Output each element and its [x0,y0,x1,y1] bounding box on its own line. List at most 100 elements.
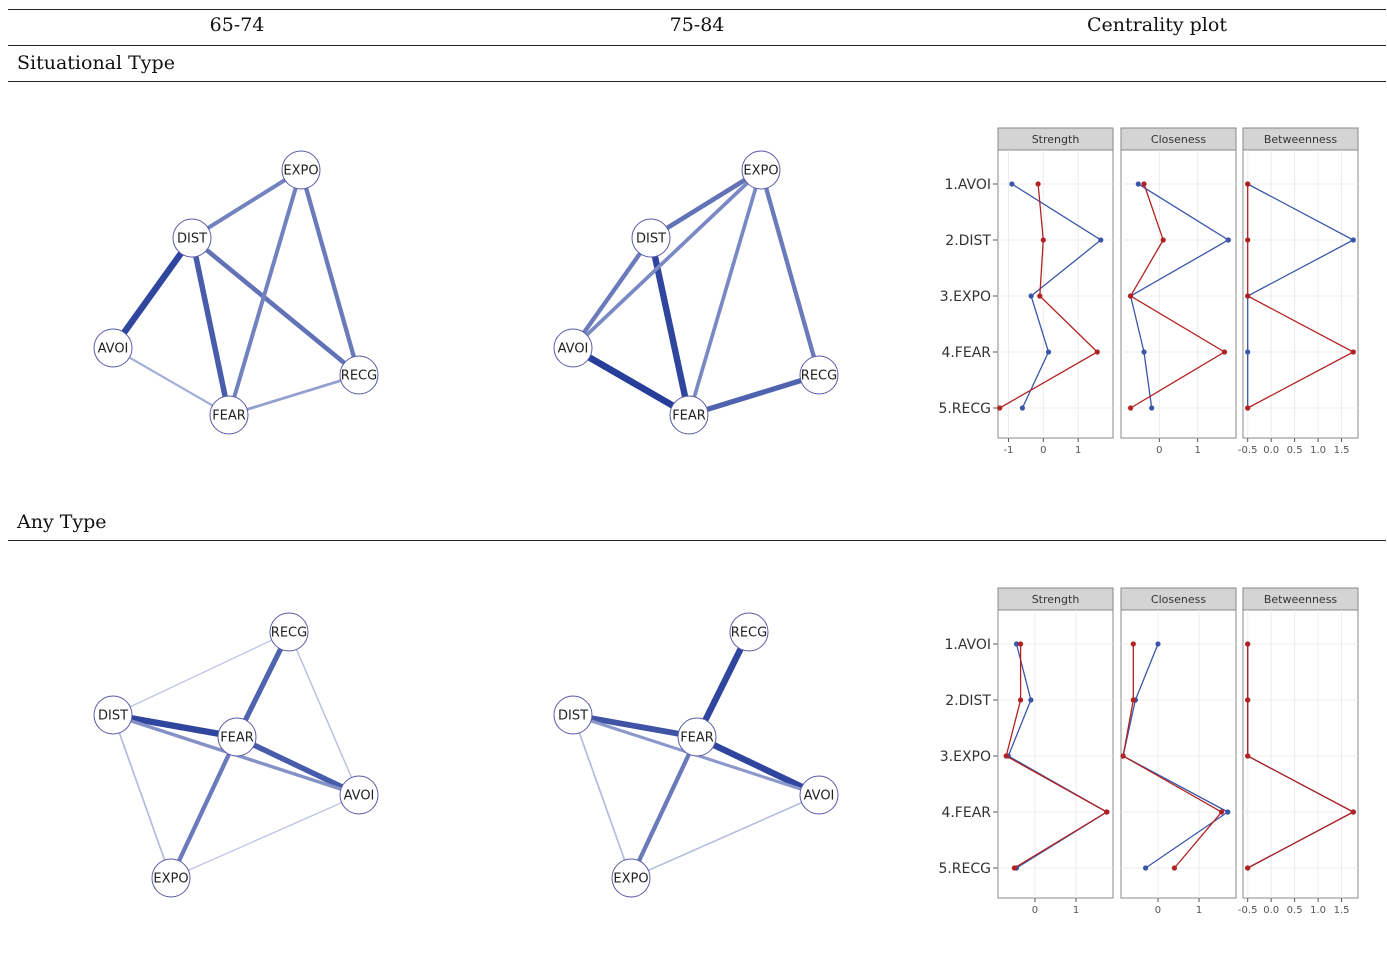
node-expo [281,150,321,190]
series-point-2-betweenness [1350,349,1356,355]
table-top-rule [8,9,1386,10]
x-tick-label-betweenness: 0.0 [1263,905,1279,916]
series-point-2-strength [1011,865,1017,871]
panel-closeness [1120,609,1237,899]
node-label-fear: FEAR [212,409,246,424]
panel-betweenness [1242,609,1359,899]
edge-fear-expo [169,736,239,879]
series-point-1-betweenness [1245,349,1251,355]
series-point-2-closeness [1160,237,1166,243]
series-point-2-strength [1040,237,1046,243]
edge-dist-expo [572,714,632,879]
edge-dist-expo [190,168,303,240]
edge-expo-avoi [170,794,360,879]
node-label-fear: FEAR [220,731,254,746]
node-label-dist: DIST [558,709,588,724]
series-point-1-strength [1028,697,1034,703]
centrality-item-label-1: 1.AVOI [944,177,991,193]
edge-expo-fear [687,169,763,416]
x-tick-label-strength: 1 [1075,445,1081,456]
edge-fear-recg [228,373,360,417]
node-label-dist: DIST [177,232,207,247]
column-header-65-74: 65-74 [209,14,265,36]
series-point-2-closeness [1141,181,1147,187]
series-point-1-strength [1013,641,1020,647]
series-point-1-betweenness [1350,237,1356,243]
series-point-2-betweenness [1245,181,1251,187]
panel-strip-betweenness [1242,587,1359,611]
node-dist [631,218,671,258]
node-label-avoi: AVOI [98,342,129,357]
series-point-1-strength [1098,237,1104,243]
edge-fear-avoi [695,734,821,798]
series-point-1-strength [1045,349,1052,355]
panel-strength [997,149,1114,439]
centrality-item-label-2: 2.DIST [945,233,991,249]
x-tick-label-betweenness: 0.5 [1287,445,1303,456]
edge-avoi-expo [571,168,763,350]
edge-fear-expo [629,736,699,879]
x-tick-label-strength: 0 [1032,905,1038,916]
node-label-expo: EXPO [153,872,188,887]
series-point-2-strength [997,405,1003,411]
node-label-avoi: AVOI [804,789,835,804]
node-label-expo: EXPO [743,164,778,179]
node-fear [669,395,709,435]
centrality-plot-any-type: 1.AVOI 2.DIST 3.EXPO 4.FEAR 5.RECG Strength 0 1… [938,587,1359,916]
column-header-75-84: 75-84 [669,14,725,36]
edge-dist-fear [647,237,693,416]
x-tick-label-closeness: 0 [1156,445,1162,456]
series-point-1-closeness [1149,405,1155,411]
panel-betweenness [1242,149,1359,439]
node-label-expo: EXPO [613,872,648,887]
series-point-2-strength [1037,293,1043,299]
x-tick-label-strength: 0 [1040,445,1046,456]
panel-strength [997,609,1114,899]
x-tick-label-strength: -1 [1003,445,1013,456]
series-point-2-closeness [1120,753,1126,759]
series-point-2-closeness [1130,641,1136,647]
x-tick-label-closeness: 0 [1155,905,1161,916]
node-fear [217,717,257,757]
series-point-2-strength [1104,809,1110,815]
x-tick-label-betweenness: 1.0 [1310,905,1326,916]
series-point-2-strength [1018,697,1024,703]
network-graph-any-75-84: RECG DIST FEAR AVOI EXPO [553,612,839,898]
node-recg [339,355,379,395]
series-point-1-closeness [1143,865,1149,871]
node-label-recg: RECG [341,369,377,384]
x-tick-label-betweenness: 1.5 [1334,905,1350,916]
centrality-item-label-5: 5.RECG [938,401,991,417]
node-dist [553,695,593,735]
series-point-2-betweenness [1350,809,1356,815]
series-point-2-betweenness [1245,641,1251,647]
edge-dist-recg [190,236,361,377]
series-point-2-betweenness [1245,237,1251,243]
panel-title-closeness: Closeness [1151,593,1206,606]
panel-strip-betweenness [1242,127,1359,151]
node-label-expo: EXPO [283,164,318,179]
centrality-item-label-1: 1.AVOI [944,637,991,653]
edge-dist-fear [189,237,232,416]
node-recg [269,612,309,652]
edge-expo-recg [298,169,362,376]
node-expo [611,858,651,898]
panel-strip-strength [997,587,1114,611]
series-point-2-closeness [1128,293,1134,299]
node-label-fear: FEAR [672,409,706,424]
series-point-2-closeness [1130,697,1136,703]
edge-dist-avoi [110,236,195,350]
x-tick-label-closeness: 1 [1196,905,1202,916]
edge-expo-fear [227,169,303,416]
centrality-item-label-4: 4.FEAR [941,805,991,821]
series-point-2-betweenness [1245,753,1251,759]
x-tick-label-closeness: 1 [1194,445,1200,456]
panel-title-betweenness: Betweenness [1264,593,1338,606]
series-point-2-closeness [1219,809,1225,815]
centrality-item-label-2: 2.DIST [945,693,991,709]
node-label-dist: DIST [98,709,128,724]
node-avoi [93,328,133,368]
centrality-item-label-3: 3.EXPO [940,749,991,765]
node-dist [93,695,133,735]
series-point-2-strength [1018,641,1024,647]
